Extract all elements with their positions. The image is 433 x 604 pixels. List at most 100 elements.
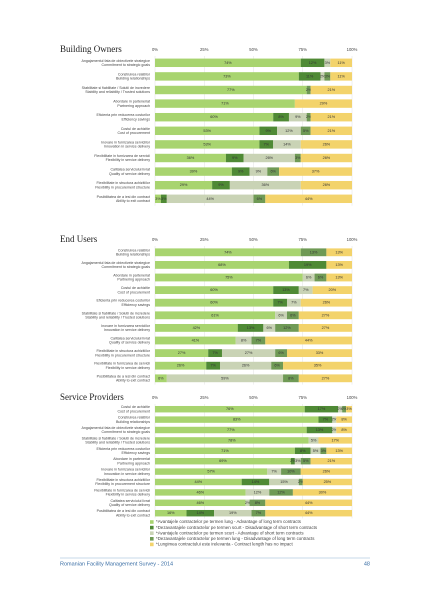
value-label: 57% — [207, 470, 215, 474]
legend-label: *Lungimea contractului este irelevanta -… — [156, 542, 293, 547]
category-label: Stability and reliability / Trusted solu… — [85, 441, 150, 445]
category-label: Innovation in service delivery — [104, 472, 150, 476]
bar-segment — [320, 72, 325, 81]
category-label: Commitment to strategic goals — [101, 265, 150, 269]
category-label: Quality of service delivery — [109, 503, 150, 507]
x-tick-label: 25% — [200, 395, 209, 400]
value-label: 33% — [316, 351, 324, 355]
value-label: 13% — [316, 428, 324, 432]
value-label: 71% — [221, 102, 229, 106]
bar-segment — [283, 361, 352, 370]
category-label: Eficienta prin reducerea costurilor — [96, 113, 150, 117]
value-label: 3% — [295, 156, 301, 160]
bar-segment — [281, 468, 301, 475]
bar-segment — [155, 286, 274, 295]
category-label: Flexibilitate in furnizarea de servicii — [94, 362, 150, 366]
value-label: 3% — [325, 61, 331, 65]
value-label: 6% — [278, 351, 284, 355]
value-label: 60% — [210, 301, 218, 305]
value-label: 69% — [219, 459, 227, 463]
value-label: 3% — [325, 74, 331, 78]
value-label: 53% — [203, 142, 211, 146]
value-label: 26% — [323, 183, 331, 187]
value-label: 29% — [320, 102, 328, 106]
x-tick-label: 0% — [152, 47, 158, 52]
x-tick-label: 100% — [347, 395, 358, 400]
value-label: 44% — [305, 501, 313, 505]
category-label: Abordare in parteneriat — [113, 273, 150, 277]
bar-segment — [155, 248, 301, 257]
value-label: 78% — [228, 438, 236, 442]
category-label: Abordare in parteneriat — [113, 100, 150, 104]
bar-segment — [220, 361, 272, 370]
value-label: 12% — [283, 326, 291, 330]
category-label: Flexibilitate in structura achizitiilor — [96, 181, 150, 185]
category-label: Construirea relatiilor — [118, 416, 151, 420]
bar-segment — [241, 478, 270, 486]
value-label: 6% — [278, 313, 284, 317]
value-label: 11% — [338, 74, 346, 78]
chart-title: Service Providers — [60, 392, 124, 402]
bar-segment — [206, 361, 221, 370]
value-label: 42% — [193, 326, 201, 330]
value-label: 7% — [256, 339, 262, 343]
value-label: 39% — [190, 170, 198, 174]
x-tick-label: 50% — [249, 395, 258, 400]
value-label: 3% — [295, 459, 301, 463]
bar-segment — [302, 478, 352, 486]
bar-segment — [298, 374, 352, 383]
bar-segment — [283, 374, 299, 383]
bar-segment — [245, 489, 270, 496]
bar-segment — [221, 349, 276, 358]
value-label: 26% — [323, 301, 331, 305]
value-label: 2% — [332, 428, 338, 432]
category-label: Flexibility in service delivery — [106, 493, 151, 497]
x-tick-label: 75% — [299, 237, 308, 242]
value-label: 74% — [224, 250, 232, 254]
value-label: 17% — [318, 407, 326, 411]
category-label: Ability to exit contract — [116, 199, 150, 203]
category-label: Cost of procurement — [117, 290, 150, 294]
value-label: 7% — [271, 470, 277, 474]
x-tick-label: 75% — [299, 47, 308, 52]
bar-segment — [294, 153, 301, 163]
value-label: 13% — [282, 288, 290, 292]
value-label: 26% — [177, 364, 185, 368]
value-label: 44% — [305, 511, 313, 515]
bar-segment — [271, 361, 284, 370]
bar-segment — [338, 405, 343, 413]
bar-segment — [310, 126, 352, 136]
value-label: 14% — [197, 511, 205, 515]
bar-segment — [155, 457, 291, 465]
bar-segment — [155, 489, 246, 496]
chart-title: Building Owners — [60, 44, 122, 54]
value-label: 53% — [203, 129, 211, 133]
bar-segment — [269, 489, 293, 496]
legend-label: *Dezavantajele contractelor pe termen lu… — [156, 536, 315, 541]
value-label: 12% — [254, 490, 262, 494]
value-label: 13% — [335, 263, 343, 267]
value-label: 2% — [298, 480, 304, 484]
bar-segment — [306, 85, 311, 95]
bar-segment — [155, 126, 260, 136]
value-label: 7% — [303, 288, 309, 292]
category-label: Flexibilitate in furnizarea de servicii — [94, 154, 150, 158]
category-label: Efficiency savings — [122, 451, 151, 455]
bar-segment — [300, 153, 352, 163]
bar-segment — [326, 248, 352, 257]
value-label: 60% — [210, 115, 218, 119]
bar-segment — [342, 405, 347, 413]
footer-text: Romanian Facility Management Survey - 20… — [60, 561, 173, 567]
bar-segment — [346, 405, 352, 413]
category-label: Flexibilitate in furnizarea de servicii — [94, 488, 150, 492]
bar-segment — [155, 194, 161, 204]
category-label: Efficiency savings — [122, 303, 151, 307]
bar-segment — [225, 153, 244, 163]
bar-segment — [304, 405, 339, 413]
category-label: Costul de achizitie — [121, 405, 150, 409]
bar-segment — [155, 153, 226, 163]
bar-segment — [292, 489, 352, 496]
value-label: 26% — [323, 156, 331, 160]
value-label: 12% — [285, 129, 293, 133]
